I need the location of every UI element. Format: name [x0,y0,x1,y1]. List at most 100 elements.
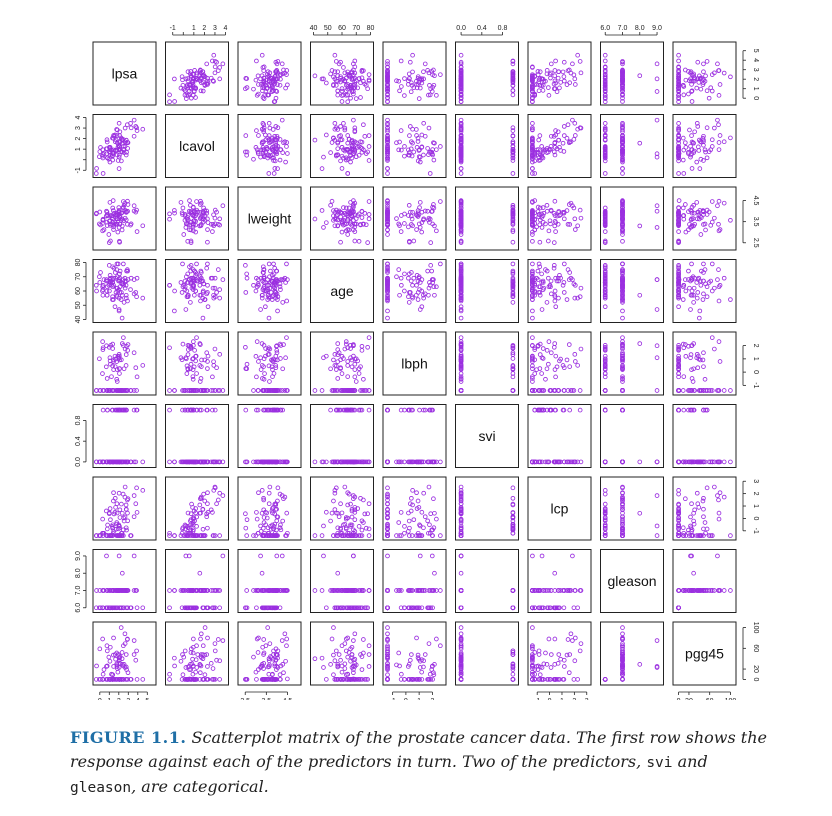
data-point [458,166,464,171]
data-point [687,127,692,133]
data-point [537,133,543,138]
data-point [540,76,546,82]
panel-lbph-vs-lweight [237,331,302,396]
panel-frame [237,331,302,396]
data-point [530,137,535,143]
data-point [271,158,276,163]
data-point [280,150,286,155]
data-point [717,82,723,87]
data-point [676,128,681,133]
data-point [564,135,570,141]
data-point [212,70,218,76]
panel-frame [92,114,157,178]
data-point [686,91,691,97]
data-point [458,72,464,78]
panel-frame [237,404,302,468]
data-point [338,124,343,129]
data-point [333,152,339,158]
data-point [243,149,248,155]
data-point [104,137,110,143]
data-point [385,122,390,128]
data-point [331,74,336,80]
data-point [359,69,365,74]
data-point [694,120,700,126]
data-point [122,125,128,131]
panel-frame [672,259,737,323]
data-point [716,140,722,145]
data-point [712,70,717,76]
data-point [281,140,286,145]
data-point [414,127,419,132]
data-point [676,171,681,176]
panel-frame [382,41,447,106]
data-point [510,140,516,146]
data-point [547,71,553,77]
data-point [321,154,326,160]
variable-label-age: age [330,283,354,299]
data-point [402,153,407,159]
data-point [366,144,372,149]
data-point [716,122,721,128]
data-point [356,76,362,81]
data-point [458,132,464,138]
data-point [676,88,681,93]
data-point [312,137,318,143]
data-point [716,68,721,73]
data-point [185,69,191,75]
data-point [402,93,407,98]
data-point [530,171,535,176]
variable-label-lpsa: lpsa [112,66,138,82]
data-point [458,146,464,151]
data-point [620,92,625,98]
panel-lcavol-vs-svi [455,114,519,178]
data-point [217,65,222,70]
panel-frame [600,186,664,251]
data-point [198,88,204,94]
data-point [348,159,353,165]
data-point [681,171,687,176]
panel-lcavol-vs-lbph [382,114,447,178]
data-point [552,86,558,91]
data-point [704,155,710,161]
data-point [700,135,706,141]
data-point [394,140,399,146]
data-point [277,137,283,142]
data-point [385,166,390,171]
data-point [602,93,608,98]
data-point [108,152,114,158]
data-point [283,159,288,165]
data-point [275,82,280,87]
data-point [243,133,249,138]
data-point [268,139,273,145]
data-point [708,85,714,91]
data-point [546,93,552,98]
data-point [510,59,516,64]
data-point [261,64,267,70]
data-point [385,135,390,141]
data-point [258,82,264,87]
data-point [270,78,275,84]
data-point [353,140,359,146]
data-point [385,59,390,64]
data-point [319,166,325,171]
data-point [691,148,697,154]
data-point [530,139,535,145]
data-point [510,139,516,144]
panel-lweight-vs-gleason [600,186,664,251]
data-point [458,120,464,126]
data-point [201,72,206,78]
data-point [557,144,562,150]
data-point [270,152,275,158]
data-point [100,147,105,152]
data-point [602,78,608,84]
data-point [676,125,681,131]
data-point [536,88,542,94]
data-point [620,82,625,87]
data-point [185,78,191,84]
data-point [123,152,129,158]
data-point [417,85,423,91]
panel-svi-vs-lcavol [165,404,229,468]
data-point [343,88,349,94]
data-point [281,67,286,73]
data-point [345,84,351,89]
